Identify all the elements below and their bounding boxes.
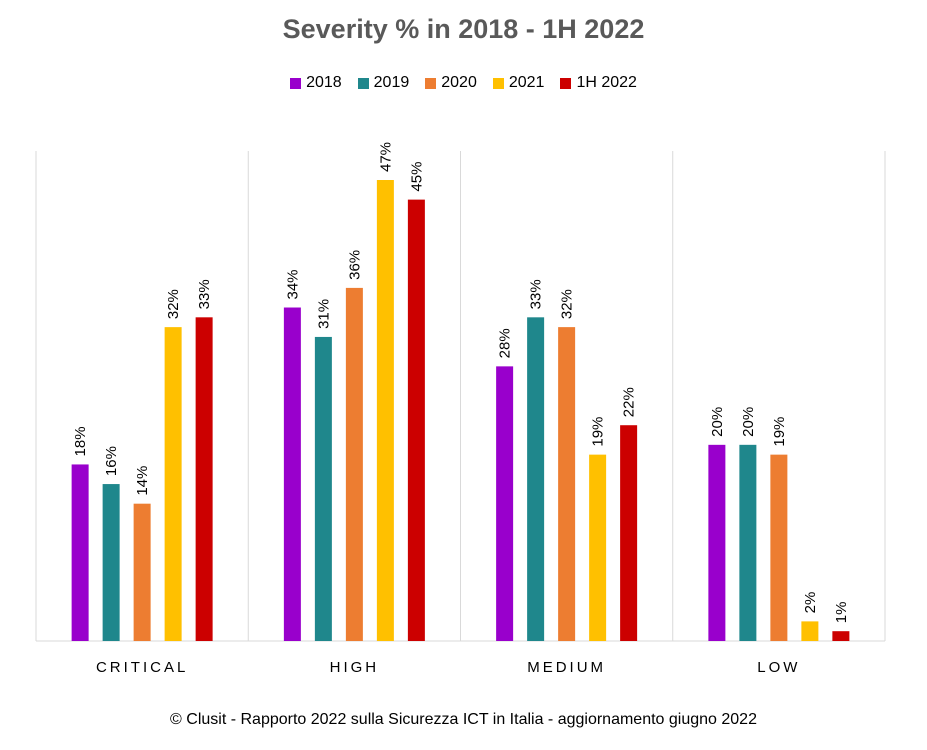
- data-label: 28%: [497, 328, 514, 358]
- legend-label: 2019: [373, 74, 410, 91]
- bar: [133, 503, 151, 641]
- bar: [801, 621, 819, 641]
- legend-item: 2020: [425, 74, 477, 92]
- bar: [71, 464, 89, 641]
- x-tick-label: MEDIUM: [527, 659, 606, 676]
- x-tick-label: LOW: [757, 659, 800, 676]
- bar: [708, 444, 726, 641]
- legend-swatch: [290, 77, 302, 89]
- legend: 2018 2019 2020 2021 1H 2022: [0, 74, 927, 92]
- bar: [314, 336, 332, 641]
- bar: [496, 366, 514, 641]
- data-label: 20%: [740, 407, 757, 437]
- data-label: 33%: [196, 279, 213, 309]
- bar: [558, 327, 576, 641]
- bar: [345, 287, 363, 641]
- data-label: 14%: [134, 466, 151, 496]
- legend-swatch: [560, 77, 572, 89]
- legend-item: 2021: [492, 74, 545, 92]
- legend-label: 2020: [441, 74, 477, 91]
- copyright-footer: © Clusit - Rapporto 2022 sulla Sicurezza…: [170, 711, 757, 728]
- bar: [739, 444, 757, 641]
- legend-swatch: [357, 77, 369, 89]
- bar: [589, 454, 607, 641]
- bar: [620, 425, 638, 641]
- data-label: 22%: [621, 387, 638, 417]
- data-label: 34%: [284, 269, 301, 299]
- legend-label: 1H 2022: [576, 74, 637, 91]
- data-label: 32%: [165, 289, 182, 319]
- legend-item: 2019: [357, 74, 410, 92]
- bar: [195, 317, 213, 641]
- bar: [283, 307, 301, 641]
- legend-item: 2018: [290, 74, 342, 92]
- bar: [376, 180, 394, 641]
- bar: [832, 631, 850, 641]
- x-tick-label: CRITICAL: [96, 659, 188, 676]
- legend-label: 2021: [508, 74, 545, 91]
- legend-swatch: [492, 77, 504, 89]
- x-tick-label: HIGH: [330, 659, 380, 676]
- data-label: 36%: [346, 250, 363, 280]
- legend-item: 1H 2022: [560, 74, 637, 92]
- legend-label: 2018: [306, 74, 342, 91]
- data-label: 32%: [559, 289, 576, 319]
- data-label: 1%: [833, 602, 850, 624]
- bar: [407, 199, 425, 642]
- data-label: 19%: [771, 417, 788, 447]
- data-label: 45%: [408, 162, 425, 192]
- data-label: 16%: [103, 446, 120, 476]
- data-label: 47%: [377, 142, 394, 172]
- bar: [102, 484, 120, 641]
- data-label: 2%: [802, 592, 819, 614]
- chart-title: Severity % in 2018 - 1H 2022: [282, 14, 645, 44]
- data-label: 33%: [528, 279, 545, 309]
- data-label: 18%: [72, 426, 89, 456]
- data-label: 20%: [709, 407, 726, 437]
- data-label: 19%: [590, 417, 607, 447]
- data-label: 31%: [315, 299, 332, 329]
- bar: [164, 327, 182, 641]
- bar: [527, 317, 545, 641]
- legend-swatch: [425, 77, 437, 89]
- bar: [770, 454, 788, 641]
